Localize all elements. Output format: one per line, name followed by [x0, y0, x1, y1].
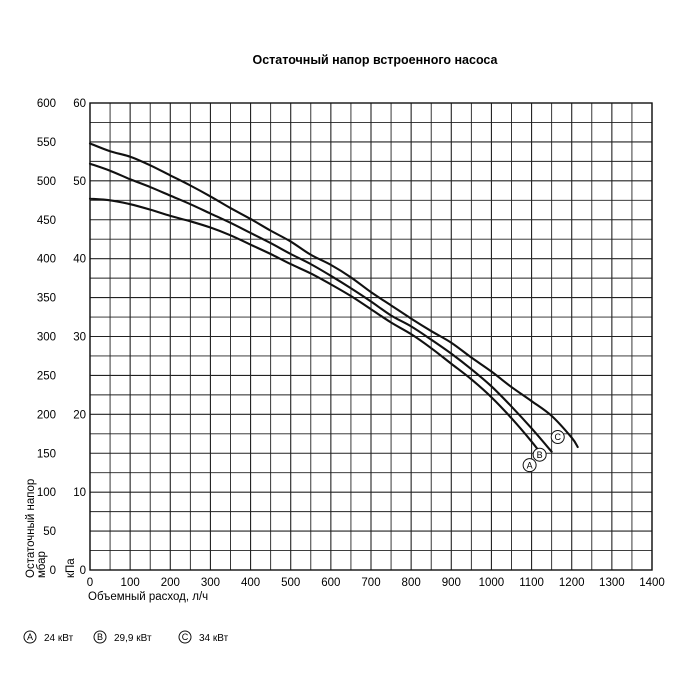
series-group: AB C: [88, 142, 579, 473]
y-tick-label-mbar: 400: [37, 254, 56, 266]
y-tick-label-mbar: 300: [37, 332, 56, 344]
x-tick-label: 200: [161, 577, 180, 589]
y-tick-label-kpa: 40: [73, 254, 86, 266]
y-tick-label-kpa: 60: [73, 98, 86, 110]
x-tick-label: 0: [87, 577, 93, 589]
legend-label-a: 24 кВт: [44, 633, 74, 644]
y-tick-label-mbar: 250: [37, 370, 56, 382]
y-tick-label-kpa: 50: [73, 176, 86, 188]
y-tick-label-mbar: 550: [37, 137, 56, 149]
y-tick-label-kpa: 30: [73, 332, 86, 344]
y-tick-label-mbar: 500: [37, 176, 56, 188]
series-marker-label-c: C: [554, 432, 561, 442]
x-tick-label: 800: [402, 577, 421, 589]
x-tick-label: 400: [241, 577, 260, 589]
y-tick-label-mbar: 600: [37, 98, 56, 110]
x-tick-label: 1400: [639, 577, 665, 589]
series-line-a: [88, 197, 545, 459]
series-line-b: [88, 162, 553, 453]
x-tick-label: 600: [321, 577, 340, 589]
series-marker-b: [532, 447, 547, 462]
y-tick-label-mbar: 200: [37, 409, 56, 421]
legend-marker-label-c: C: [182, 632, 189, 642]
chart-title: Остаточный напор встроенного насоса: [252, 53, 498, 67]
series-line-c: [88, 142, 579, 449]
x-tick-label: 300: [201, 577, 220, 589]
x-tick-label: 1100: [519, 577, 544, 589]
legend: A 24 кВт B 29,9 кВт C 34 кВт: [23, 630, 229, 644]
series-marker-c: [550, 430, 565, 445]
y-tick-label-kpa: 10: [73, 487, 86, 499]
legend-label-b: 29,9 кВт: [114, 633, 152, 644]
legend-label-c: 34 кВт: [199, 633, 229, 644]
y-tick-label-mbar: 50: [43, 526, 56, 538]
y-tick-label-mbar: 350: [37, 293, 56, 305]
y-tick-label-mbar: 150: [37, 448, 56, 460]
legend-marker-b: [93, 630, 107, 644]
legend-marker-label-a: A: [27, 632, 33, 642]
y-tick-label-mbar: 450: [37, 215, 56, 227]
legend-marker-label-b: B: [97, 632, 103, 642]
y-axis-label-line1: Остаточный напор: [25, 479, 37, 578]
grid: [89, 102, 653, 571]
x-tick-label: 1200: [559, 577, 585, 589]
series-marker-label-a: A: [527, 460, 533, 470]
x-tick-label: 100: [121, 577, 140, 589]
x-tick-label: 900: [442, 577, 461, 589]
x-tick-label: 1000: [479, 577, 505, 589]
tick-labels: 0 100 200 300 400 500 600 700 800 900 1000 1100 1200…: [37, 98, 665, 589]
legend-marker-a: [23, 630, 37, 644]
series-marker-label-b: B: [537, 450, 543, 460]
y-tick-label-mbar: 0: [50, 565, 56, 577]
plot-frame: [89, 102, 653, 571]
y-axis-label-right: кПа: [65, 558, 77, 578]
x-tick-label: 500: [281, 577, 300, 589]
y-tick-label-kpa: 0: [80, 565, 86, 577]
y-tick-label-kpa: 20: [73, 409, 86, 421]
x-tick-label: 700: [361, 577, 380, 589]
series-marker-a: [522, 458, 537, 473]
x-tick-label: 1300: [599, 577, 625, 589]
legend-marker-c: [178, 630, 192, 644]
y-tick-label-mbar: 100: [37, 487, 56, 499]
x-axis-label: Объемный расход, л/ч: [88, 591, 208, 603]
y-axis-label-line2: мбар: [36, 551, 48, 578]
